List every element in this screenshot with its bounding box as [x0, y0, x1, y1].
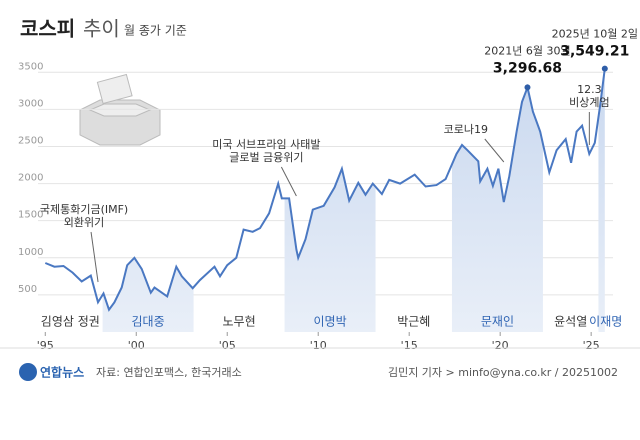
- x-tick-label: '10: [310, 339, 327, 352]
- highlight-dot: [601, 65, 608, 72]
- x-tick-label: '20: [492, 339, 509, 352]
- y-tick-label: 1000: [18, 247, 43, 258]
- highlight-dot: [524, 84, 531, 91]
- highlight-date: 2025년 10월 2일: [552, 27, 638, 41]
- y-tick-label: 3500: [18, 61, 43, 72]
- annotation-text: 비상계엄: [569, 96, 609, 109]
- x-tick-label: '25: [583, 339, 600, 352]
- era-label: 윤석열: [554, 315, 587, 329]
- era-label: 김대중: [132, 315, 165, 329]
- y-tick-label: 2000: [18, 173, 43, 184]
- title-suffix: 추이: [83, 17, 120, 41]
- credit: 김민지 기자 > minfo@yna.co.kr / 20251002: [388, 366, 618, 379]
- annotation-leader: [280, 166, 297, 197]
- annotation-leader: [90, 231, 99, 283]
- era-area: [102, 68, 605, 332]
- x-tick-label: '15: [401, 339, 418, 352]
- x-tick-label: '00: [128, 339, 145, 352]
- era-label: 이재명: [589, 315, 622, 329]
- icon: [79, 73, 161, 146]
- subtitle: 월 종가 기준: [124, 24, 187, 38]
- chart-title: 코스피: [20, 17, 75, 41]
- x-tick-label: '95: [37, 339, 54, 352]
- y-tick-label: 2500: [18, 135, 43, 146]
- era-label: 문재인: [481, 315, 514, 329]
- era-label: 김영삼 정권: [41, 315, 100, 329]
- annotation-text: 12.3: [577, 83, 602, 96]
- line: [44, 68, 606, 312]
- logo-icon: [19, 363, 37, 381]
- annotation-text: 미국 서브프라임 사태발: [212, 138, 320, 151]
- annotation-text: 외환위기: [64, 216, 104, 229]
- era-label: 노무현: [223, 315, 256, 329]
- logo: 연합뉴스: [40, 365, 84, 380]
- y-tick-label: 1500: [18, 210, 43, 221]
- annotation-text: 글로벌 금융위기: [229, 151, 303, 164]
- era-label: 이명박: [313, 315, 346, 329]
- y-tick-label: 3000: [18, 98, 43, 109]
- highlight-value: 3,296.68: [493, 60, 562, 76]
- highlight-date: 2021년 6월 30일: [484, 43, 570, 57]
- y-tick-label: 500: [18, 284, 37, 295]
- annotation-text: 코로나19: [444, 123, 488, 136]
- x-tick-label: '05: [219, 339, 236, 352]
- highlight-value: 3,549.21: [560, 44, 629, 60]
- source: 자료: 연합인포맥스, 한국거래소: [96, 366, 242, 379]
- era-label: 박근혜: [397, 315, 430, 329]
- annotation-text: 국제통화기금(IMF): [40, 203, 128, 216]
- annotation-leader: [484, 138, 505, 163]
